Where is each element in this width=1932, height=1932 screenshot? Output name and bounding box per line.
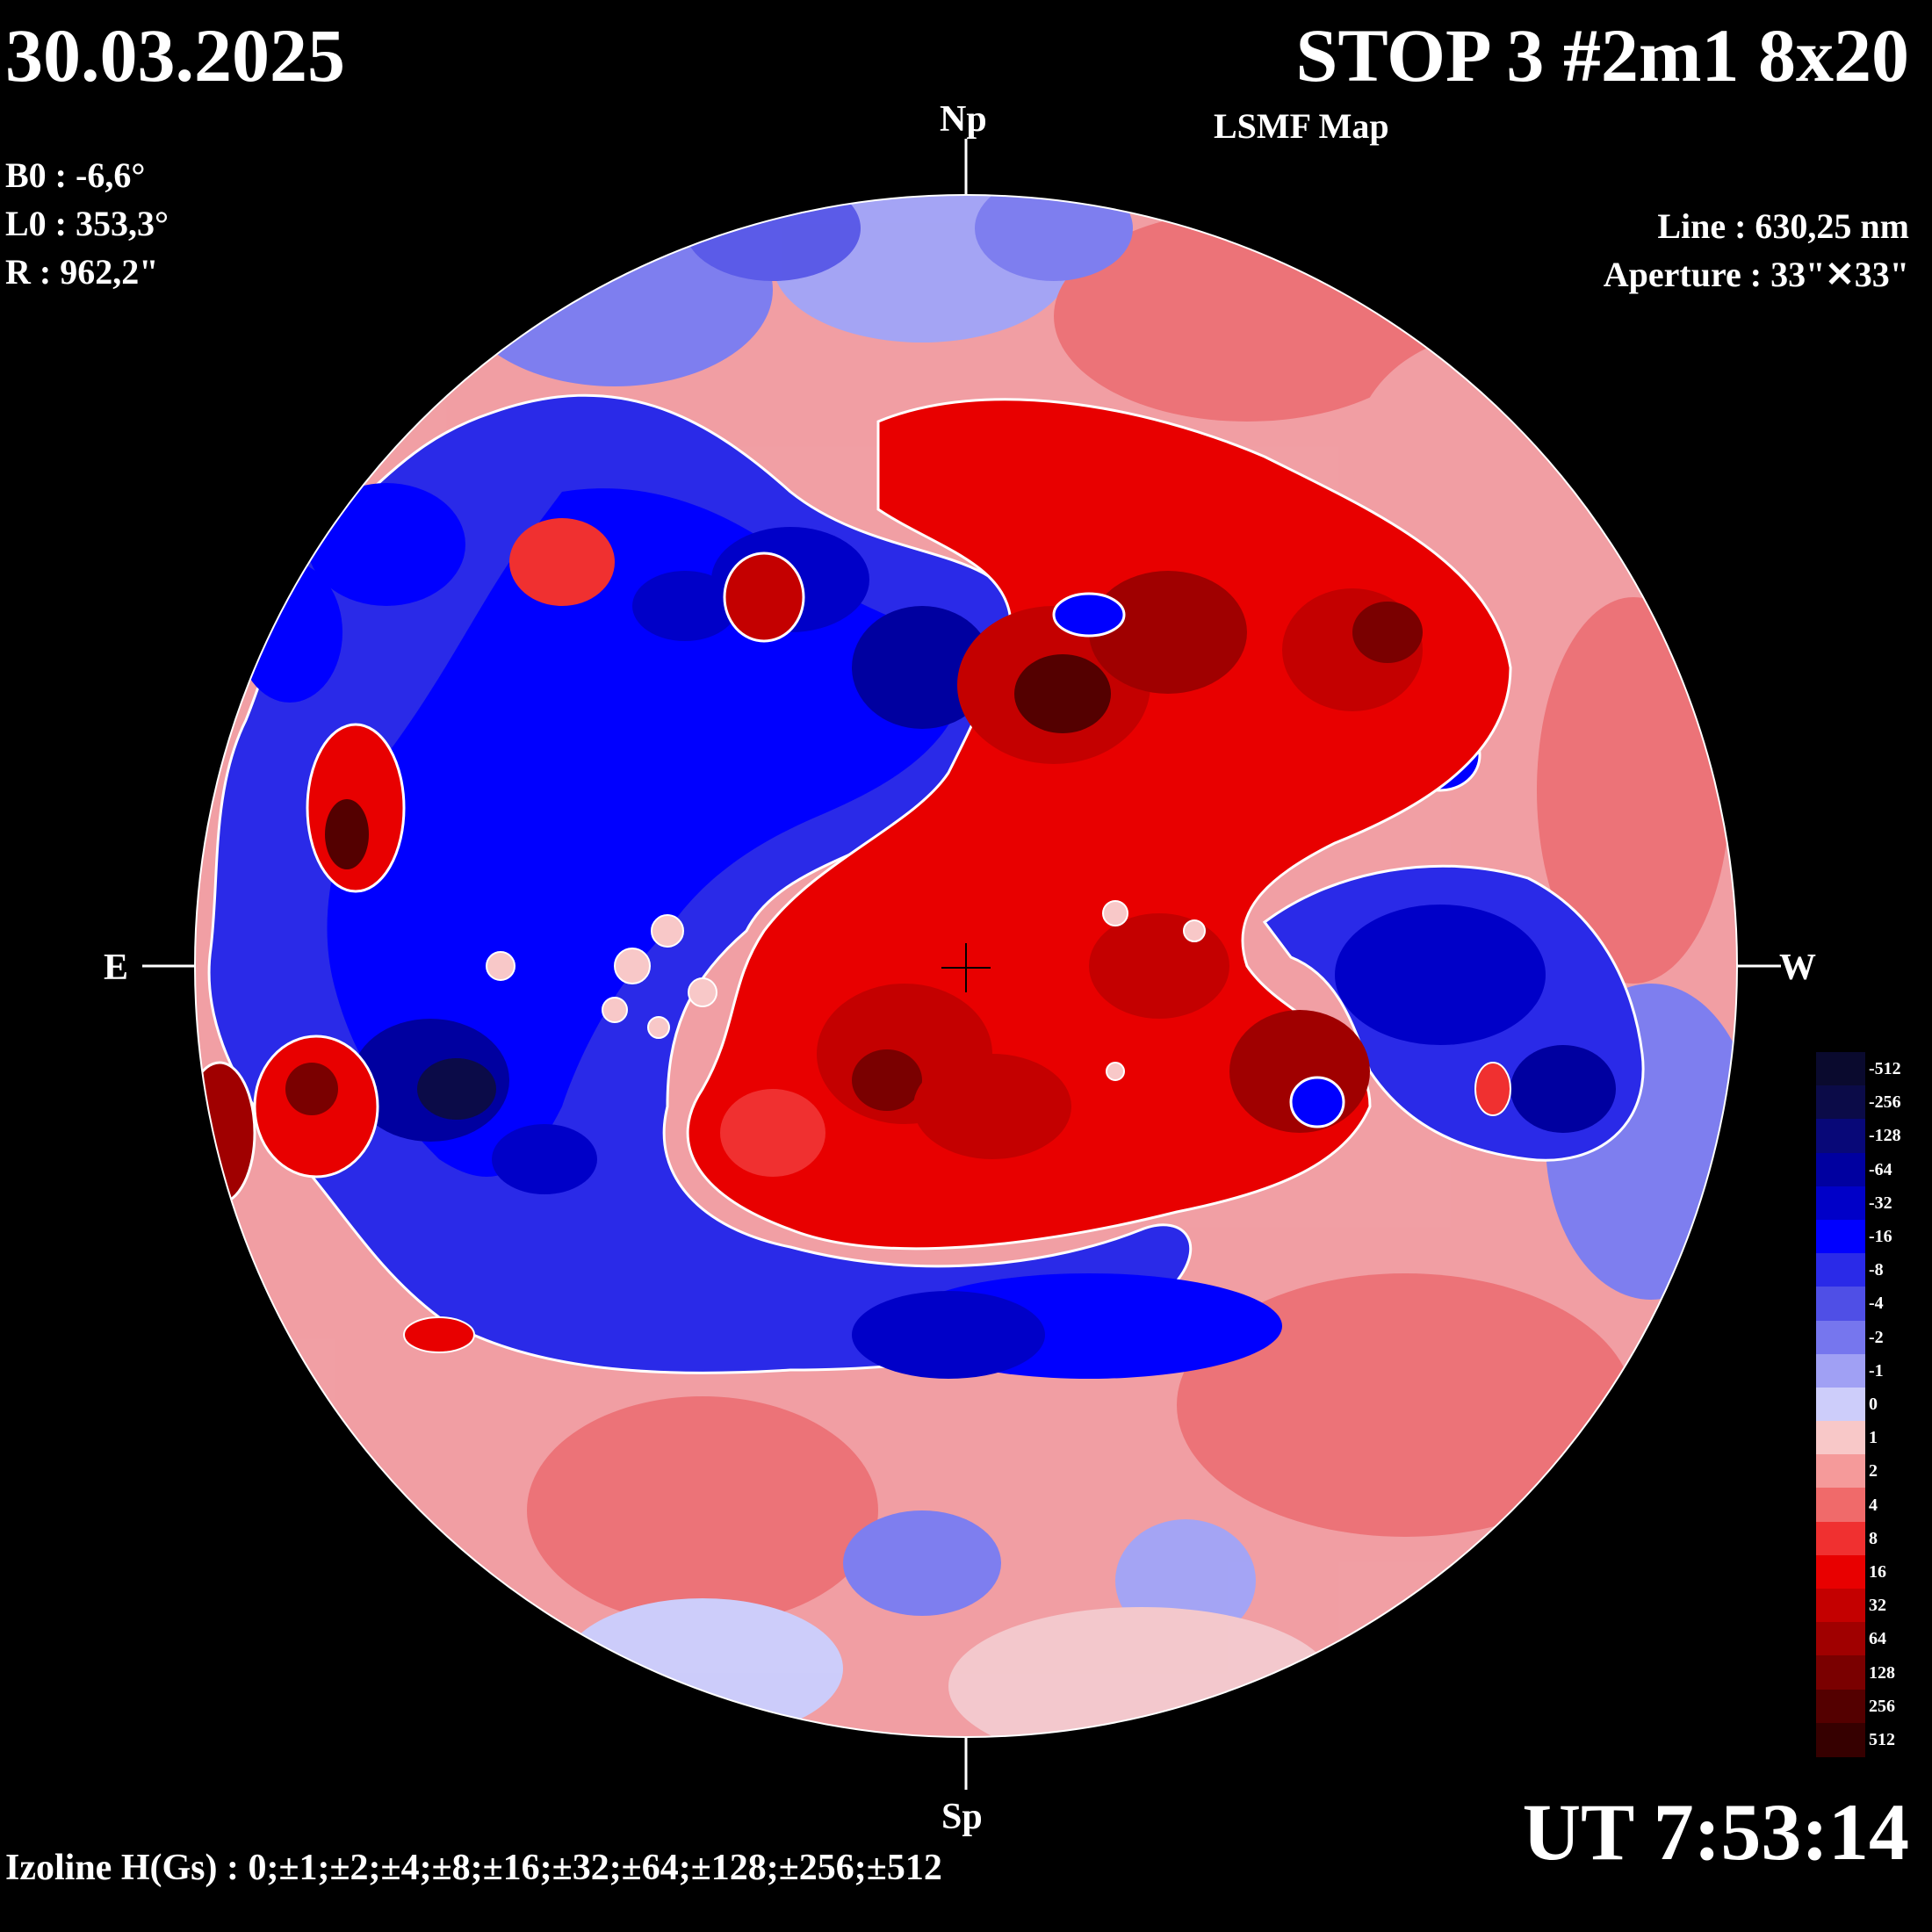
legend-swatch [1816, 1589, 1865, 1624]
west-label: W [1779, 948, 1816, 988]
legend-swatch [1816, 1387, 1865, 1423]
spectral-line: Line : 630,25 nm [1657, 206, 1909, 246]
param-l0: L0 : 353,3° [5, 204, 169, 243]
legend-swatch [1816, 1119, 1865, 1154]
solar-disk [195, 195, 1737, 1737]
observation-date: 30.03.2025 [5, 13, 345, 97]
legend-label: -2 [1869, 1327, 1884, 1347]
legend-label: 4 [1869, 1495, 1878, 1515]
legend-label: -4 [1869, 1294, 1884, 1314]
mixed-area [486, 900, 1206, 1081]
legend-label: -8 [1869, 1260, 1884, 1280]
legend-swatch [1816, 1320, 1865, 1355]
param-b0: B0 : -6,6° [5, 155, 146, 195]
legend-label: -256 [1869, 1092, 1901, 1113]
legend-label: 32 [1869, 1596, 1886, 1616]
legend-swatch [1816, 1353, 1865, 1388]
legend-label: 512 [1869, 1729, 1895, 1749]
legend-label: 0 [1869, 1395, 1878, 1414]
legend-label: 256 [1869, 1696, 1895, 1716]
south-label: Sp [941, 1797, 983, 1837]
north-label: Np [940, 99, 987, 140]
param-radius: R : 962,2" [5, 252, 159, 292]
legend-label: -64 [1869, 1159, 1892, 1179]
center-crosshair [941, 943, 991, 992]
legend-label: -32 [1869, 1193, 1892, 1213]
legend-label: 16 [1869, 1561, 1886, 1582]
disk-limb [194, 194, 1738, 1738]
legend-label: 128 [1869, 1662, 1895, 1683]
east-label: E [104, 948, 129, 988]
negative-region [207, 393, 1282, 1379]
color-legend [1816, 1052, 1865, 1757]
legend-swatch [1816, 1219, 1865, 1255]
legend-label: 1 [1869, 1428, 1878, 1448]
legend-label: -128 [1869, 1126, 1901, 1146]
legend-label: 64 [1869, 1629, 1886, 1649]
legend-swatch [1816, 1454, 1865, 1489]
legend-label: -16 [1869, 1227, 1892, 1247]
legend-swatch [1816, 1622, 1865, 1657]
legend-swatch [1816, 1152, 1865, 1187]
legend-swatch [1816, 1521, 1865, 1556]
legend-label: 2 [1869, 1461, 1878, 1481]
legend-swatch [1816, 1722, 1865, 1757]
legend-swatch [1816, 1186, 1865, 1221]
map-subtitle: LSMF Map [1214, 106, 1389, 146]
legend-swatch [1816, 1253, 1865, 1288]
legend-swatch [1816, 1421, 1865, 1456]
legend-swatch [1816, 1085, 1865, 1121]
legend-label: 8 [1869, 1528, 1878, 1548]
map-title: STOP 3 #2m1 8x20 [1295, 13, 1909, 97]
aperture: Aperture : 33"✕33" [1603, 255, 1909, 294]
legend-swatch [1816, 1287, 1865, 1322]
izoline-levels: Izoline H(Gs) : 0;±1;±2;±4;±8;±16;±32;±6… [5, 1848, 942, 1888]
legend-label: -512 [1869, 1059, 1901, 1079]
legend-label: -1 [1869, 1360, 1884, 1381]
ut-time: UT 7:53:14 [1522, 1787, 1909, 1877]
legend-swatch [1816, 1655, 1865, 1690]
legend-swatch [1816, 1052, 1865, 1087]
positive-region [686, 398, 1512, 1251]
legend-swatch [1816, 1554, 1865, 1590]
legend-swatch [1816, 1689, 1865, 1724]
east-positive-spots [195, 518, 1511, 1353]
legend-swatch [1816, 1488, 1865, 1523]
